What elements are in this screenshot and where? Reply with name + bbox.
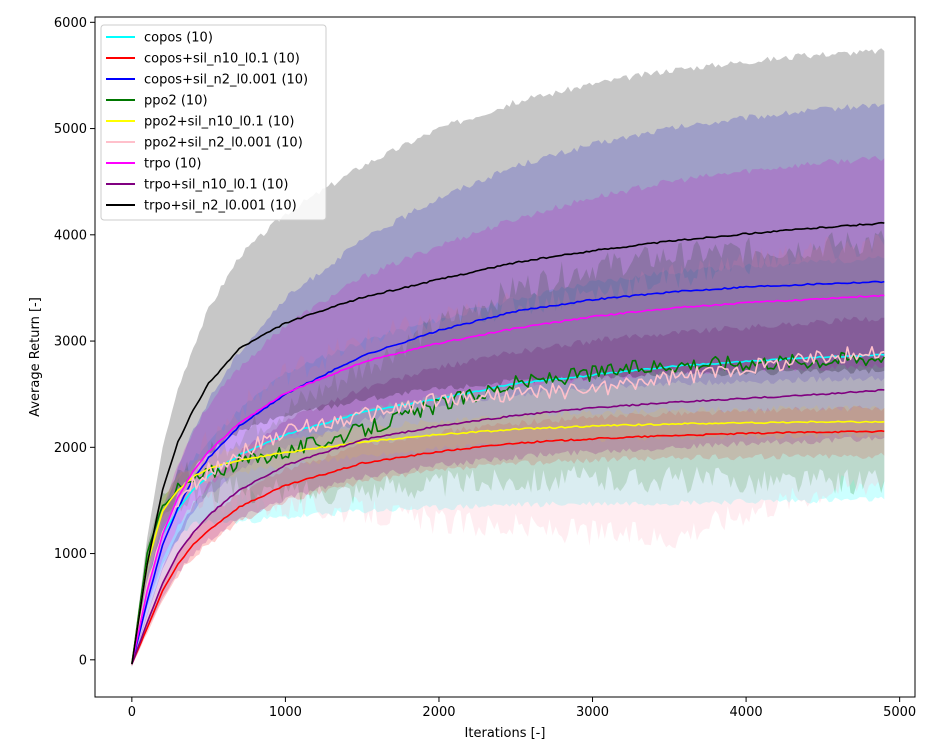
- y-tick-label: 4000: [54, 228, 87, 243]
- x-tick-label: 1000: [269, 705, 302, 720]
- legend-label-ppo2: ppo2 (10): [144, 94, 208, 109]
- y-tick-label: 1000: [54, 547, 87, 562]
- line-copos: [131, 353, 885, 665]
- y-tick-label: 5000: [54, 122, 87, 137]
- legend-label-trpo: trpo (10): [144, 157, 201, 172]
- plot-frame: [94, 16, 916, 698]
- line-copos-sil-n10-l0-1: [131, 430, 885, 665]
- x-axis-label: Iterations [-]: [465, 726, 546, 741]
- band-ppo2-sil-n2-l0-001: [131, 234, 885, 666]
- y-tick-label: 6000: [54, 16, 87, 31]
- line-trpo: [131, 294, 885, 665]
- legend-label-copos: copos (10): [144, 31, 213, 46]
- line-ppo2-sil-n10-l0-1: [131, 420, 885, 665]
- band-trpo: [131, 155, 885, 667]
- legend-box: [100, 24, 327, 221]
- x-tick-label: 2000: [422, 705, 455, 720]
- y-axis-label: Average Return [-]: [28, 297, 43, 417]
- line-ppo2-sil-n2-l0-001: [131, 346, 885, 666]
- legend-label-copos-sil-n2-l0-001: copos+sil_n2_l0.001 (10): [144, 73, 308, 88]
- line-ppo2: [131, 351, 885, 664]
- legend-label-ppo2-sil-n2-l0-001: ppo2+sil_n2_l0.001 (10): [144, 136, 303, 151]
- x-tick-label: 4000: [730, 705, 763, 720]
- y-tick-label: 2000: [54, 441, 87, 456]
- legend-label-copos-sil-n10-l0-1: copos+sil_n10_l0.1 (10): [144, 52, 300, 67]
- x-tick-label: 0: [128, 705, 136, 720]
- y-tick-label: 3000: [54, 335, 87, 350]
- y-tick-label: 0: [79, 653, 87, 668]
- legend-label-trpo-sil-n10-l0-1: trpo+sil_n10_l0.1 (10): [144, 178, 288, 193]
- y-axis-ticks: 0 1000 2000 3000 4000 5000 6000: [54, 16, 95, 668]
- band-trpo-sil-n10-l0-1: [131, 316, 885, 666]
- legend: copos (10) copos+sil_n10_l0.1 (10) copos+s…: [100, 24, 327, 221]
- band-copos-sil-n10-l0-1: [131, 405, 885, 666]
- x-tick-label: 5000: [883, 705, 916, 720]
- series-lines: [131, 221, 885, 666]
- legend-label-ppo2-sil-n10-l0-1: ppo2+sil_n10_l0.1 (10): [144, 115, 295, 130]
- x-tick-label: 3000: [576, 705, 609, 720]
- legend-label-trpo-sil-n2-l0-001: trpo+sil_n2_l0.001 (10): [144, 199, 297, 214]
- x-axis-ticks: 0 1000 2000 3000 4000 5000: [128, 697, 916, 720]
- line-trpo-sil-n2-l0-001: [131, 221, 885, 665]
- band-copos: [131, 255, 885, 668]
- line-copos-sil-n2-l0-001: [131, 280, 885, 665]
- band-ppo2: [131, 230, 885, 666]
- line-trpo-sil-n10-l0-1: [131, 388, 885, 665]
